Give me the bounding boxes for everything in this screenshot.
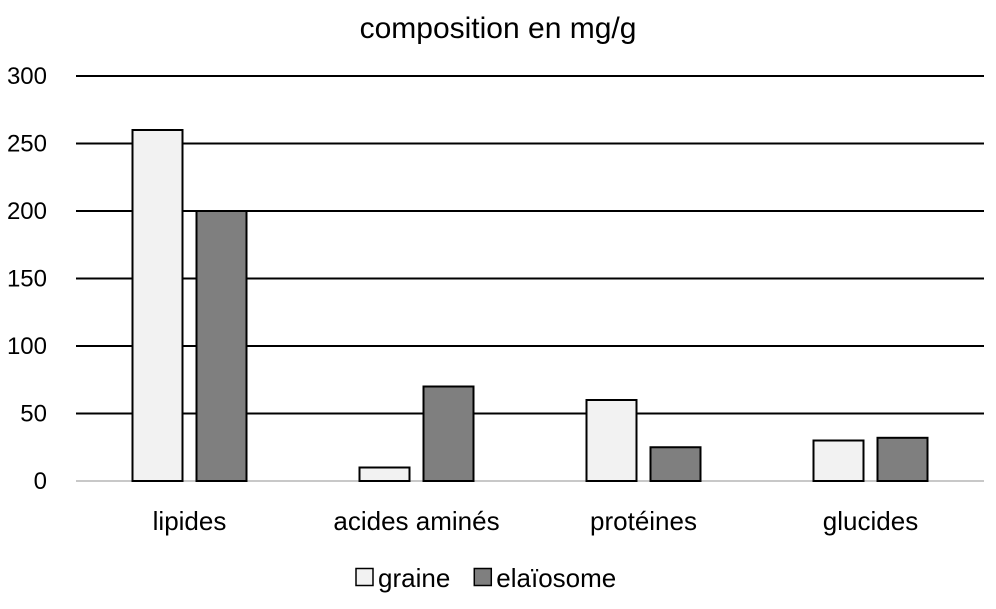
bars bbox=[131, 129, 929, 482]
bar-elaïosome-glucides bbox=[876, 436, 929, 482]
x-category-label: protéines bbox=[590, 506, 697, 536]
bar-graine-glucides bbox=[812, 439, 865, 482]
bar-graine-acides-aminés bbox=[358, 466, 411, 482]
legend: graine elaïosome bbox=[355, 563, 616, 593]
y-tick-label: 0 bbox=[34, 468, 47, 495]
legend-label-graine: graine bbox=[378, 563, 450, 593]
x-category-label: lipides bbox=[153, 506, 227, 536]
bar-elaïosome-protéines bbox=[649, 446, 702, 482]
legend-label-elaïosome: elaïosome bbox=[496, 563, 616, 593]
x-axis-category-labels: lipides acides aminés protéines glucides bbox=[153, 506, 919, 536]
bar-graine-protéines bbox=[585, 399, 638, 482]
x-category-label: glucides bbox=[823, 506, 918, 536]
chart-title: composition en mg/g bbox=[360, 12, 637, 45]
y-axis-tick-labels: 0 50 100 150 200 250 300 bbox=[7, 63, 47, 495]
y-tick-label: 150 bbox=[7, 266, 47, 293]
legend-swatch-graine bbox=[355, 567, 374, 587]
y-tick-label: 250 bbox=[7, 131, 47, 158]
x-category-label: acides aminés bbox=[333, 506, 499, 536]
legend-swatch-elaïosome bbox=[473, 567, 493, 587]
bar-graine-lipides bbox=[131, 129, 184, 482]
y-tick-label: 100 bbox=[7, 333, 47, 360]
bar-elaïosome-lipides bbox=[195, 210, 248, 482]
bar-elaïosome-acides-aminés bbox=[422, 385, 475, 482]
y-tick-label: 200 bbox=[7, 198, 47, 225]
y-tick-label: 300 bbox=[7, 63, 47, 90]
y-tick-label: 50 bbox=[20, 401, 47, 428]
